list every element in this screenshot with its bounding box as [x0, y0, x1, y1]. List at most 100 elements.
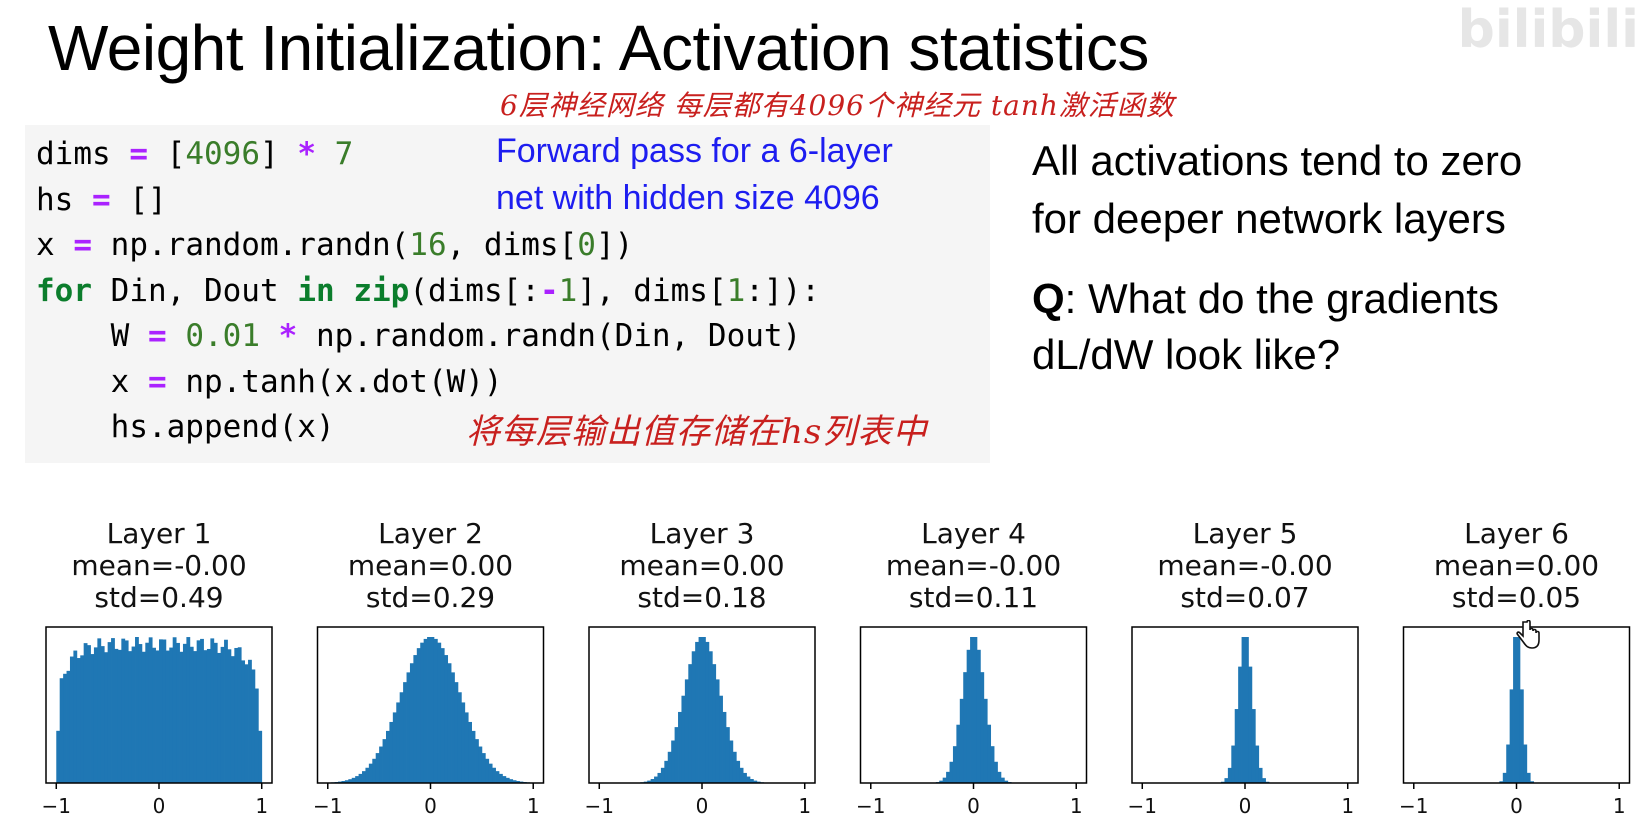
histogram-bar [667, 751, 672, 783]
x-tick-label: 0 [1510, 794, 1523, 818]
chart-mean-label: mean=-0.00 [71, 549, 246, 582]
histogram-bar [654, 776, 658, 783]
histogram-bar [224, 639, 228, 783]
histogram-bar [495, 771, 500, 783]
histogram-bar [385, 730, 390, 783]
histogram-bar [416, 648, 421, 783]
chart-title: Layer 4 [921, 517, 1026, 550]
histogram-bar [684, 679, 689, 783]
histogram-bar [189, 646, 194, 783]
histogram-bar [420, 642, 425, 783]
x-tick-label: 1 [255, 794, 268, 818]
histogram-bar [705, 641, 710, 783]
question-line-2: dL/dW look like? [1032, 331, 1341, 378]
code-line-4: for Din, Dout in zip(dims[:-1], dims[1:]… [36, 272, 820, 309]
histogram-bar [210, 638, 215, 783]
histogram-bar [729, 740, 734, 783]
histogram-bar [131, 646, 136, 783]
histogram-bar [206, 648, 211, 783]
chart-mean-label: mean=-0.00 [1157, 549, 1332, 582]
histogram-bar [1227, 767, 1232, 783]
histogram-bar [963, 672, 968, 783]
histogram-bar [430, 637, 435, 783]
histogram-bar [698, 637, 703, 783]
histogram-bar [128, 651, 133, 783]
histogram-bar [1224, 778, 1229, 783]
histogram-bar [213, 642, 218, 783]
histogram-bar [135, 637, 139, 783]
histogram-bar [193, 651, 198, 783]
histogram-bar [97, 638, 102, 783]
histogram-bar [413, 655, 418, 783]
histogram-bar [403, 682, 407, 783]
histogram-bar [107, 642, 112, 783]
histogram-bar [351, 777, 356, 783]
histogram-bar [952, 746, 957, 783]
chart-mean-label: mean=0.00 [619, 549, 784, 582]
histogram-bar [942, 777, 947, 783]
x-tick-label: 1 [1613, 794, 1626, 818]
histogram-bar [674, 727, 679, 783]
histogram-bar [509, 779, 514, 783]
code-block [25, 125, 990, 463]
histogram-bar [1234, 709, 1239, 783]
histogram-bar [719, 695, 723, 783]
histogram-bar [141, 651, 146, 783]
histogram-bar [1231, 745, 1236, 783]
histogram-bar [433, 638, 438, 783]
histogram-bar [145, 642, 150, 783]
histogram-bar [227, 649, 232, 783]
histogram-bar [179, 651, 184, 783]
histogram-bar [498, 773, 503, 783]
histogram-bar [114, 648, 119, 783]
histogram-bar [939, 780, 944, 783]
handwritten-annotation-top: 6层神经网络 每层都有4096个神经元 tanh激活函数 [500, 89, 1175, 122]
code-note-line-2: net with hidden size 4096 [496, 179, 880, 217]
histogram-bar [258, 730, 263, 783]
histogram-bar [949, 761, 954, 783]
hand-cursor-icon [1516, 620, 1540, 649]
histogram-bar [165, 650, 170, 783]
histogram-bar [725, 727, 730, 783]
x-tick-label: −1 [313, 794, 342, 818]
histogram-bar [475, 739, 479, 783]
histogram-bar [392, 712, 397, 783]
handwritten-annotation-code: 将每层输出值存储在hs列表中 [466, 412, 928, 452]
histogram-bar [681, 695, 686, 783]
histogram-bar [365, 767, 370, 783]
question-line-1: Q: What do the gradients [1032, 271, 1632, 327]
chart-std-label: std=0.18 [637, 581, 766, 614]
histogram-bar [244, 664, 249, 783]
histogram-bar [973, 637, 978, 783]
histogram-bar [1526, 772, 1531, 783]
observation-line-2: for deeper network layers [1032, 195, 1506, 242]
histogram-bar [362, 771, 366, 783]
histogram-bar [970, 637, 974, 783]
chart-title: Layer 2 [378, 517, 483, 550]
histogram-bar [248, 659, 252, 783]
histogram-bar [254, 688, 259, 783]
x-tick-label: −1 [1128, 794, 1157, 818]
histogram-bar [980, 672, 985, 783]
histogram-bar [176, 642, 180, 783]
histogram-bar [1241, 637, 1246, 783]
chart-mean-label: mean=0.00 [348, 549, 513, 582]
histogram-bar [355, 776, 359, 783]
histogram-bar [69, 656, 74, 783]
histogram-bar [1245, 637, 1249, 783]
histogram-bar [1523, 744, 1528, 783]
histogram-bar [375, 753, 380, 783]
histogram-bar [111, 638, 115, 783]
histogram-bar [155, 650, 160, 783]
histogram-bar [743, 772, 747, 783]
histogram-bar [396, 702, 401, 783]
histogram-bar [368, 763, 373, 783]
histogram-bar [1000, 777, 1005, 783]
histogram-bar [220, 646, 225, 783]
histogram-bar [382, 739, 387, 783]
histogram-bar [990, 746, 995, 783]
histogram-bar [80, 655, 85, 783]
